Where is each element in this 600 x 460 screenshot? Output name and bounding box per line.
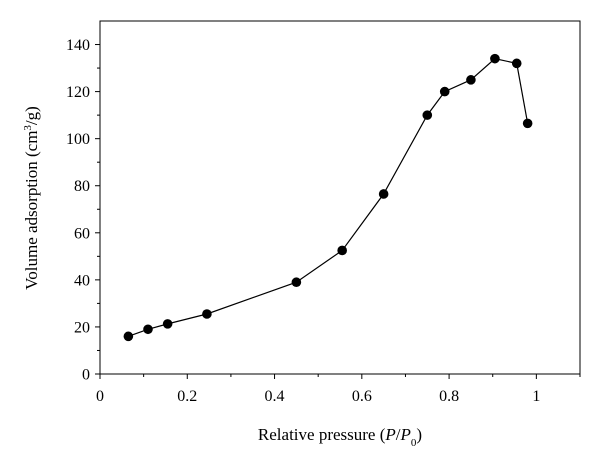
data-point — [143, 324, 153, 335]
y-axis-label: Volume adsorption (cm3/g) — [22, 106, 41, 290]
y-axis-label-prefix: Volume adsorption (cm — [22, 131, 41, 290]
x-axis: 0 0.2 0.4 0.6 0.8 1 — [96, 374, 581, 405]
data-point — [378, 189, 389, 199]
x-tick-label: 0.8 — [439, 388, 459, 405]
x-tick-label: 0.2 — [177, 388, 197, 405]
x-axis-label-suffix: ) — [416, 425, 422, 444]
x-axis-label-prefix: Relative pressure ( — [258, 425, 386, 444]
plot-area-frame — [99, 20, 581, 375]
x-tick-label: 0.6 — [352, 388, 372, 405]
data-point — [466, 75, 476, 85]
data-point — [123, 331, 134, 342]
x-axis-label-p0: P — [400, 425, 411, 444]
y-tick-label: 60 — [74, 225, 90, 242]
x-tick-label: 1 — [532, 388, 540, 405]
x-tick-label: 0.4 — [265, 388, 285, 405]
series-line — [128, 58, 529, 337]
x-axis-label-sub0: 0 — [411, 437, 417, 449]
x-axis-label: Relative pressure (P/P0) — [258, 425, 422, 449]
y-tick-label: 0 — [82, 367, 90, 384]
data-point — [337, 245, 347, 256]
data-point — [291, 277, 302, 288]
y-axis-label-suffix: /g) — [22, 106, 41, 125]
data-point — [162, 319, 173, 329]
data-point — [490, 53, 500, 64]
y-tick-label: 20 — [74, 319, 90, 336]
data-point — [511, 58, 522, 69]
data-point — [522, 118, 533, 129]
data-point — [439, 86, 450, 97]
x-axis-label-p: P — [384, 425, 395, 444]
y-tick-label: 140 — [66, 37, 90, 54]
x-axis-label-slash: / — [396, 425, 401, 444]
y-axis-label-sup: 3 — [22, 125, 34, 131]
y-tick-label: 100 — [66, 131, 90, 148]
data-point — [422, 110, 433, 120]
y-axis: 0 20 40 60 80 100 120 140 — [66, 37, 100, 384]
data-point — [202, 309, 212, 319]
y-tick-label: 80 — [74, 178, 90, 195]
y-tick-label: 120 — [66, 84, 90, 101]
series-layer — [123, 53, 533, 342]
x-tick-label: 0 — [96, 388, 104, 405]
y-tick-label: 40 — [74, 272, 90, 289]
